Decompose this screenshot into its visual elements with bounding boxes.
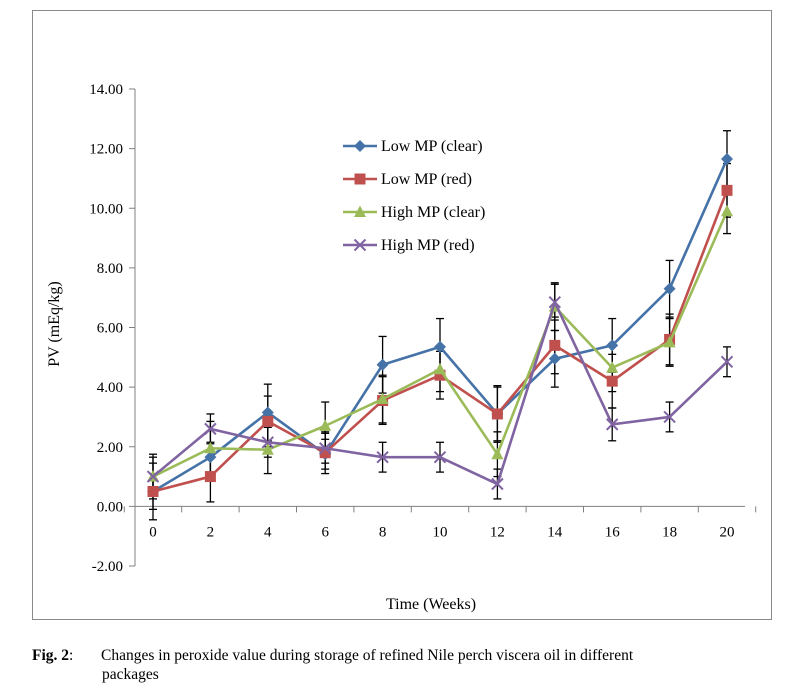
diamond-marker — [434, 340, 446, 353]
line-chart: -2.00 0.00 2.00 4.00 6.00 8.00 10.00 12.00 14.00… — [46, 82, 757, 613]
legend-entry: Low MP (clear) — [343, 138, 483, 155]
x-marker — [353, 238, 367, 252]
x-tick-label: 10 — [433, 524, 448, 540]
triangle-marker — [376, 392, 389, 405]
x-marker — [548, 295, 562, 309]
y-tick-label: 2.00 — [97, 440, 123, 456]
x-marker — [376, 450, 389, 464]
y-tick-label: 0.00 — [97, 499, 123, 515]
error-bars — [149, 130, 731, 521]
x-tick-label: 0 — [149, 524, 157, 540]
figure-caption: Fig. 2: Changes in peroxide value during … — [32, 646, 772, 684]
x-marker — [491, 477, 504, 491]
chart-frame: -2.00 0.00 2.00 4.00 6.00 8.00 10.00 12.00 14.00… — [32, 10, 772, 620]
x-tick-label: 8 — [379, 524, 387, 540]
x-tick-label: 4 — [264, 524, 272, 540]
caption-text-2: packages — [102, 666, 159, 683]
diamond-marker — [721, 153, 733, 166]
caption-line-1: Fig. 2: Changes in peroxide value during … — [32, 646, 772, 665]
y-tick-label: 6.00 — [97, 321, 123, 337]
triangle-marker — [204, 441, 217, 454]
square-marker — [721, 184, 733, 196]
diamond-marker — [261, 406, 274, 419]
diamond-marker — [548, 352, 561, 365]
y-tick-label: 4.00 — [97, 380, 123, 396]
square-marker — [606, 375, 618, 387]
series-4 — [146, 295, 734, 491]
diamond-marker — [354, 140, 366, 152]
x-marker — [663, 410, 676, 424]
legend-label: Low MP (clear) — [381, 138, 483, 155]
triangle-marker — [606, 361, 619, 373]
x-marker — [318, 442, 332, 455]
x-tick-label: 12 — [490, 524, 505, 540]
legend-label: High MP (clear) — [381, 204, 485, 221]
caption-text-1: Changes in peroxide value during storage… — [101, 647, 634, 664]
legend-entry: Low MP (red) — [343, 171, 472, 188]
x-marker — [433, 450, 447, 464]
x-marker — [146, 470, 160, 483]
y-tick-label: 10.00 — [89, 201, 123, 217]
diamond-marker — [663, 282, 676, 295]
triangle-marker — [434, 362, 446, 375]
triangle-marker — [319, 419, 332, 431]
y-tick-label: 12.00 — [89, 142, 123, 158]
figure-number: Fig. 2 — [32, 647, 70, 664]
y-tick-label: -2.00 — [92, 559, 123, 575]
square-marker — [204, 471, 216, 483]
legend-label: High MP (red) — [381, 237, 475, 254]
data-series — [146, 153, 734, 498]
x-tick-label: 20 — [720, 524, 735, 540]
x-marker — [204, 422, 217, 436]
triangle-marker — [261, 443, 274, 455]
x-tick-label: 6 — [321, 524, 329, 540]
x-marker — [605, 418, 619, 431]
x-marker — [261, 436, 275, 449]
legend-entry: High MP (clear) — [343, 204, 485, 221]
square-marker — [434, 369, 446, 381]
diamond-marker — [204, 451, 217, 464]
y-tick-label: 14.00 — [89, 82, 123, 98]
square-marker — [354, 173, 366, 185]
triangle-marker — [491, 447, 504, 460]
x-marker — [720, 355, 734, 368]
caption-colon: : — [69, 647, 74, 664]
x-tick-label: 14 — [547, 524, 563, 540]
square-marker — [549, 339, 561, 351]
y-axis-label: PV (mEq/kg) — [46, 281, 63, 366]
diamond-marker — [606, 339, 619, 352]
y-tick-label: 8.00 — [97, 261, 123, 277]
legend-label: Low MP (red) — [381, 171, 472, 188]
triangle-marker — [663, 335, 676, 348]
caption-line-2: packages — [32, 665, 772, 684]
axes: -2.00 0.00 2.00 4.00 6.00 8.00 10.00 12.00 14.00… — [89, 82, 757, 575]
x-tick-label: 18 — [662, 524, 677, 540]
x-axis-label: Time (Weeks) — [386, 596, 476, 613]
triangle-marker — [354, 205, 366, 217]
x-tick-label: 2 — [207, 524, 215, 540]
diamond-marker — [376, 358, 389, 371]
square-marker — [491, 408, 503, 420]
legend: Low MP (clear) Low MP (red) High MP (clear… — [343, 138, 485, 254]
square-marker — [319, 447, 331, 459]
legend-entry: High MP (red) — [343, 237, 475, 254]
square-marker — [262, 415, 274, 427]
x-tick-label: 16 — [605, 524, 621, 540]
triangle-marker — [721, 204, 733, 217]
square-marker — [147, 485, 159, 497]
